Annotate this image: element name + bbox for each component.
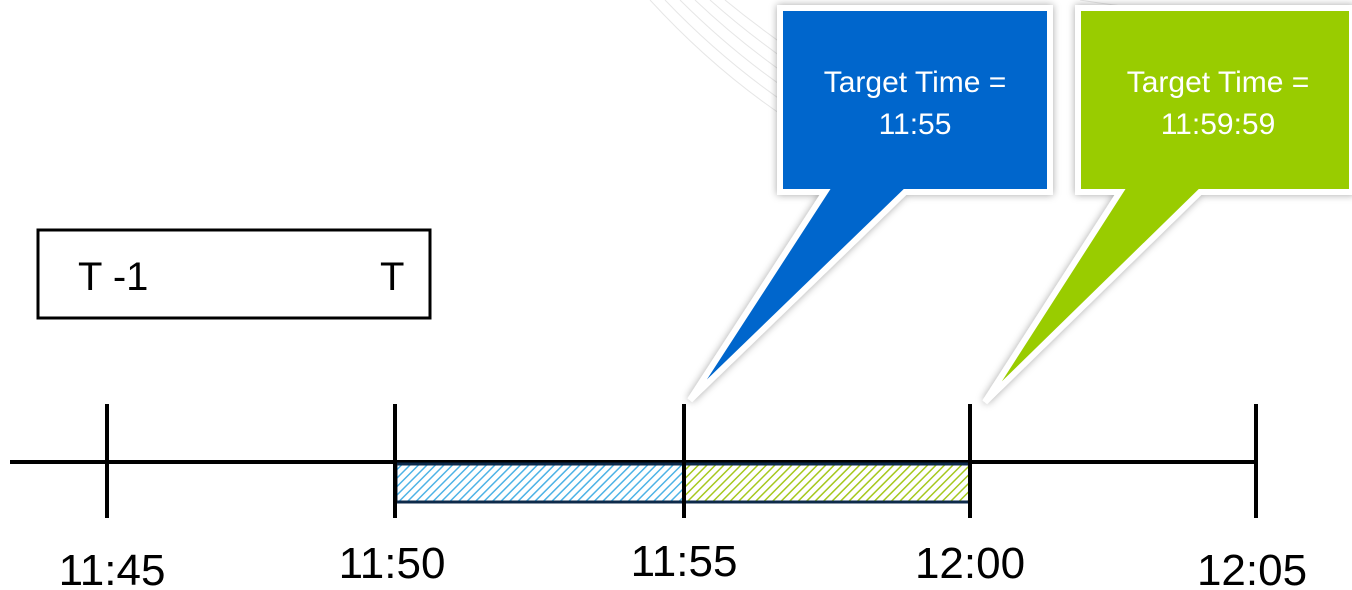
tick-label-11-50: 11:50 [339, 539, 446, 588]
legend-box: T -1 T [36, 228, 432, 320]
timeline: 11:45 11:50 11:55 12:00 12:05 [10, 404, 1307, 590]
legend-right-label: T [380, 255, 404, 299]
callout-green-line2: 11:59:59 [1161, 108, 1276, 141]
callout-blue-line1: Target Time = [824, 66, 1007, 99]
segment-green [682, 462, 972, 504]
callout-green-line1: Target Time = [1127, 66, 1310, 99]
callout-blue-line2: 11:55 [879, 108, 952, 141]
tick-label-11-45: 11:45 [59, 546, 166, 590]
callout-green-shape [982, 5, 1352, 405]
tick-label-11-55: 11:55 [631, 537, 738, 586]
tick-label-12-05: 12:05 [1197, 546, 1307, 590]
callout-blue-shape [687, 5, 1053, 403]
callout-target-11-55 [687, 5, 1053, 403]
segment-blue [394, 462, 686, 504]
legend-left-label: T -1 [78, 255, 148, 299]
callout-target-11-59-59 [982, 5, 1352, 405]
tick-label-12-00: 12:00 [915, 539, 1025, 588]
